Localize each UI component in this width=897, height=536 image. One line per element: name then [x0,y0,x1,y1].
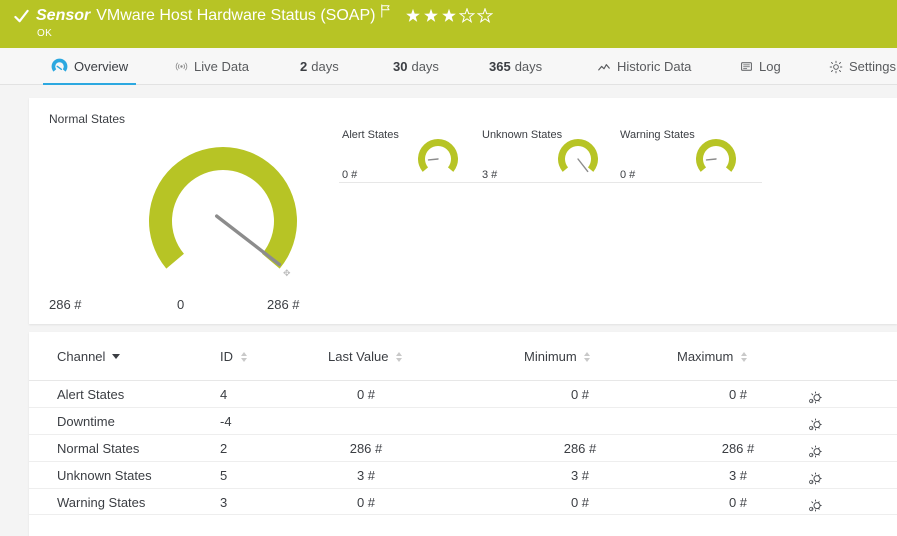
svg-text:✥: ✥ [283,268,291,278]
